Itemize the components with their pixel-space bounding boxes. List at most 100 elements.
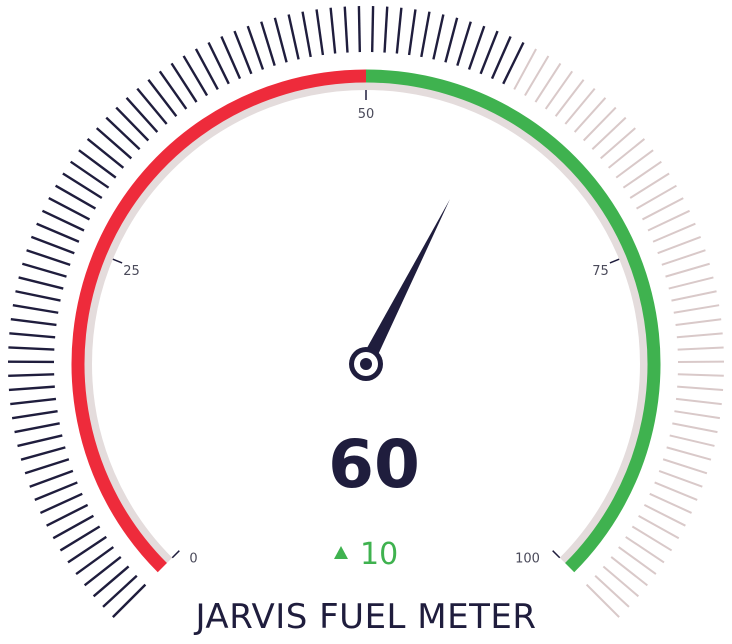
outer-tick [14, 422, 60, 434]
outer-tick [629, 172, 670, 199]
outer-tick [502, 41, 525, 85]
outer-tick [638, 514, 680, 540]
outer-tick [46, 503, 89, 527]
outer-tick [92, 565, 130, 598]
outer-tick [12, 304, 59, 314]
outer-tick [420, 11, 431, 58]
outer-tick [625, 536, 665, 564]
outer-tick [8, 346, 55, 351]
outer-tick [75, 546, 115, 576]
outer-tick [544, 70, 574, 110]
outer-tick [661, 249, 706, 266]
outer-tick [11, 409, 58, 420]
outer-tick [54, 184, 97, 210]
outer-tick [524, 55, 550, 97]
outer-tick [301, 11, 312, 58]
outer-tick [608, 138, 646, 169]
outer-tick [29, 469, 74, 488]
outer-tick [115, 106, 150, 142]
outer-tick [677, 373, 724, 377]
outer-tick [105, 116, 141, 151]
tick-mark [552, 550, 561, 559]
outer-tick [479, 30, 499, 75]
outer-tick [582, 106, 617, 142]
outer-tick [48, 197, 91, 221]
outer-tick [15, 290, 61, 302]
gauge-track [84, 82, 648, 564]
outer-tick [315, 9, 325, 56]
outer-tick [591, 116, 627, 151]
outer-tick [34, 481, 78, 502]
outer-tick [246, 25, 265, 70]
outer-tick-ring [8, 6, 724, 618]
outer-tick [24, 458, 70, 475]
outer-tick [62, 172, 103, 200]
outer-tick [18, 276, 64, 290]
outer-tick [21, 262, 67, 278]
outer-tick [654, 481, 698, 501]
outer-tick [158, 70, 188, 110]
outer-tick [233, 30, 253, 75]
outer-tick [674, 410, 721, 420]
outer-tick [17, 434, 63, 448]
outer-tick [10, 318, 57, 327]
outer-tick [395, 7, 403, 54]
outer-tick [652, 222, 696, 243]
outer-tick [444, 17, 459, 63]
outer-tick [669, 434, 715, 447]
outer-tick [287, 14, 300, 60]
outer-tick [207, 41, 230, 85]
outer-tick [513, 48, 537, 90]
outer-tick [20, 446, 66, 461]
outer-tick [675, 397, 722, 406]
outer-tick [573, 97, 607, 133]
outer-tick [642, 197, 684, 221]
outer-tick [467, 25, 486, 70]
outer-tick [182, 55, 209, 97]
outer-tick [220, 36, 242, 80]
outer-tick [662, 458, 708, 475]
outer-tick [610, 556, 648, 587]
outer-tick [52, 514, 95, 540]
tick-labels: 0 25 50 75 100 [123, 107, 609, 567]
outer-tick [147, 79, 178, 117]
gauge-bands [71, 69, 661, 573]
gauge-band-green [365, 69, 661, 573]
outer-tick [672, 422, 718, 434]
outer-tick [564, 87, 596, 125]
gauge-value: 60 [328, 426, 420, 503]
outer-tick [677, 346, 724, 351]
outer-tick [554, 79, 585, 117]
outer-tick [615, 149, 654, 179]
outer-tick [676, 332, 723, 339]
gauge-needle [359, 199, 450, 373]
outer-tick [260, 21, 276, 67]
outer-tick [26, 249, 71, 266]
outer-tick [602, 565, 640, 598]
outer-tick [69, 160, 110, 189]
outer-tick [83, 555, 122, 587]
gauge-title: JARVIS FUEL METER [194, 597, 537, 637]
tick-label-100: 100 [515, 552, 540, 567]
outer-tick [78, 149, 117, 179]
outer-tick [273, 17, 288, 63]
outer-tick [490, 36, 512, 80]
outer-tick [657, 235, 702, 255]
outer-tick [631, 525, 673, 552]
tick-mark [609, 258, 620, 264]
gauge-band-red [71, 69, 367, 573]
outer-tick [677, 385, 724, 391]
outer-tick [649, 492, 692, 514]
needle-hub-center [360, 358, 372, 370]
outer-tick [370, 6, 375, 53]
outer-tick [95, 127, 133, 160]
delta-value: 10 [360, 537, 398, 572]
outer-tick [585, 583, 620, 618]
outer-tick [666, 446, 712, 461]
tick-label-75: 75 [592, 264, 609, 279]
outer-tick [10, 397, 57, 406]
outer-tick [622, 160, 662, 189]
outer-tick [170, 62, 198, 103]
outer-tick [329, 7, 337, 54]
outer-tick [102, 574, 138, 608]
